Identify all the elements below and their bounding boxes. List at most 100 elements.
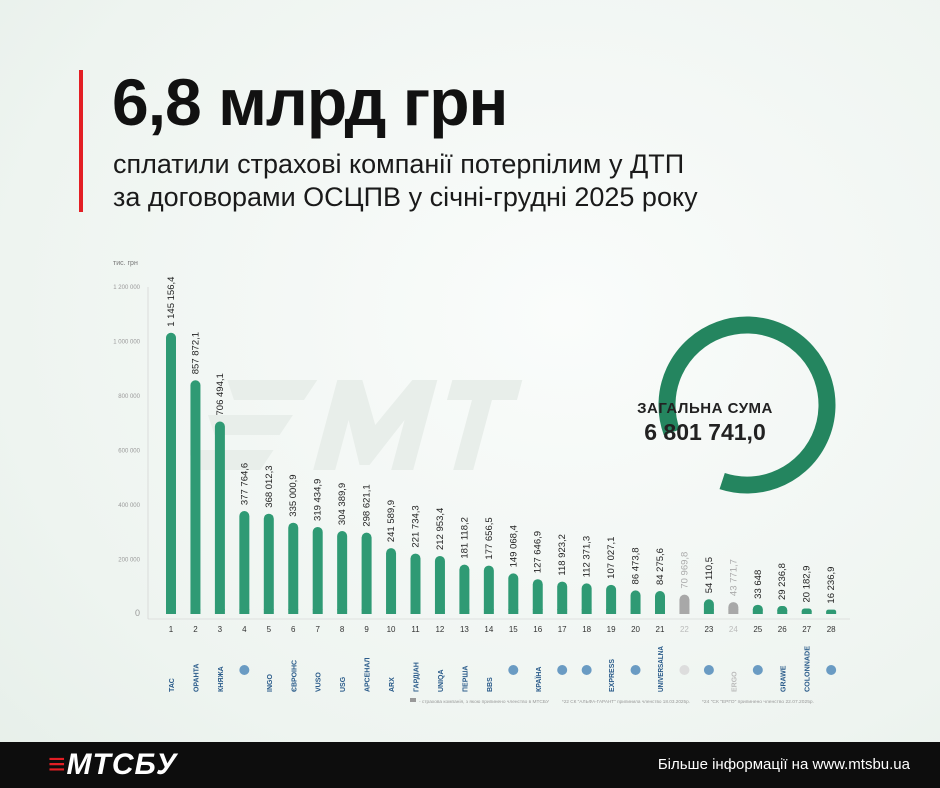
x-tick-label: 20	[631, 625, 640, 634]
y-tick-label: 1 200 000	[113, 285, 140, 291]
x-tick-label: 28	[827, 625, 836, 634]
page-title: 6,8 млрд грн	[112, 65, 508, 139]
company-logo: ТАС	[169, 678, 176, 692]
bar-base	[655, 609, 665, 614]
bar	[410, 553, 421, 614]
x-tick-label: 7	[315, 625, 320, 634]
bar	[532, 579, 543, 614]
bar	[557, 581, 568, 614]
value-label: 16 236,9	[826, 567, 837, 604]
bar-base	[752, 609, 763, 614]
x-tick-label: 22	[680, 625, 689, 634]
x-tick-label: 6	[291, 625, 296, 634]
total-label: ЗАГАЛЬНА СУМА	[637, 400, 773, 417]
x-tick-label: 18	[582, 625, 591, 634]
x-tick-label: 3	[218, 625, 223, 634]
bar	[434, 555, 445, 614]
bar-base	[337, 609, 348, 614]
bar-base	[728, 609, 739, 614]
bar-base	[410, 609, 421, 614]
company-logo: USG	[340, 676, 347, 692]
y-tick-label: 600 000	[118, 449, 140, 455]
total-ring	[658, 316, 836, 494]
y-axis-label: тис. грн	[113, 260, 138, 267]
bar	[263, 513, 274, 614]
company-logo	[630, 665, 641, 675]
bar	[239, 511, 250, 614]
value-label: 107 027,1	[606, 537, 617, 579]
company-logo: COLONNADE	[805, 646, 812, 692]
bar	[386, 548, 397, 614]
footnote: *24 "СК "ЕРГО" припинено членство 22.07.…	[702, 699, 814, 704]
value-label: 706 494,1	[215, 373, 226, 415]
value-label: 70 969,8	[679, 552, 690, 589]
x-tick-label: 23	[704, 625, 713, 634]
company-logo: ПЕРША	[462, 666, 469, 692]
company-logo: ГАРДІАН	[414, 662, 421, 692]
watermark-logo	[190, 380, 523, 470]
bar-base	[777, 610, 788, 614]
company-logo: UNIVERSALNA	[658, 646, 665, 692]
bar-base	[532, 609, 543, 614]
bar-base	[190, 609, 201, 614]
bar	[312, 526, 323, 614]
bar-chart: тис. грн 0 200 000 400 000 600 000 800 000 1 0…	[113, 260, 850, 704]
bar	[214, 421, 225, 614]
bar-base	[679, 609, 690, 614]
value-label: 43 771,7	[728, 559, 739, 596]
company-logo: ЄВРОІНС	[291, 660, 298, 692]
value-label: 181 118,2	[459, 517, 470, 559]
x-tick-label: 19	[607, 625, 616, 634]
bar-base	[508, 609, 519, 614]
company-logo	[239, 665, 250, 675]
y-tick-label: 400 000	[118, 503, 140, 509]
company-logo	[826, 665, 837, 675]
company-logo: UNIQA	[438, 669, 445, 692]
bar	[288, 522, 299, 614]
bar	[190, 380, 201, 614]
company-logo: АРСЕНАЛ	[365, 658, 372, 692]
value-label: 377 764,6	[239, 463, 250, 505]
value-label: 212 953,4	[435, 508, 446, 550]
company-logo: BBS	[487, 677, 494, 692]
bar-base	[386, 609, 397, 614]
company-logo: КРАЇНА	[535, 667, 543, 692]
x-tick-label: 9	[364, 625, 369, 634]
value-label: 1 145 156,4	[166, 277, 177, 327]
x-tick-label: 17	[558, 625, 567, 634]
watermark-stripe	[207, 415, 293, 435]
bar-base	[630, 609, 641, 614]
value-label: 368 012,3	[264, 465, 275, 507]
y-tick-label: 200 000	[118, 558, 140, 564]
bar-base	[459, 609, 470, 614]
bar-base	[361, 609, 372, 614]
x-tick-label: 14	[484, 625, 493, 634]
value-label: 241 589,9	[386, 500, 397, 542]
x-tick-label: 21	[656, 625, 665, 634]
legend-swatch	[410, 698, 416, 702]
bar-base	[239, 609, 250, 614]
bar-base	[166, 609, 176, 614]
company-logo	[557, 665, 568, 675]
value-label: 29 236,8	[777, 563, 788, 600]
x-tick-label: 2	[193, 625, 198, 634]
x-tick-label: 5	[267, 625, 272, 634]
value-label: 86 473,8	[631, 547, 642, 584]
x-tick-label: 16	[533, 625, 542, 634]
x-tick-label: 12	[435, 625, 444, 634]
company-logo: ERGO	[731, 671, 738, 692]
total-summary: ЗАГАЛЬНА СУМА 6 801 741,0	[620, 400, 790, 446]
value-label: 177 656,5	[484, 517, 495, 559]
company-logo	[703, 665, 714, 675]
footer: ≡МТСБУ Більше інформації на www.mtsbu.ua	[0, 742, 940, 788]
company-logo	[508, 665, 519, 675]
accent-bar	[79, 70, 83, 212]
total-value: 6 801 741,0	[644, 419, 766, 445]
bar-base	[214, 609, 225, 614]
watermark-letter	[313, 380, 438, 470]
x-tick-label: 15	[509, 625, 518, 634]
value-label: 304 389,9	[337, 483, 348, 525]
company-logo: INGO	[267, 674, 274, 692]
footnote: *22 СК "АЛЬФА-ГАРАНТ" припинила членство…	[562, 699, 690, 704]
mtsbu-logo: ≡МТСБУ	[48, 748, 178, 781]
